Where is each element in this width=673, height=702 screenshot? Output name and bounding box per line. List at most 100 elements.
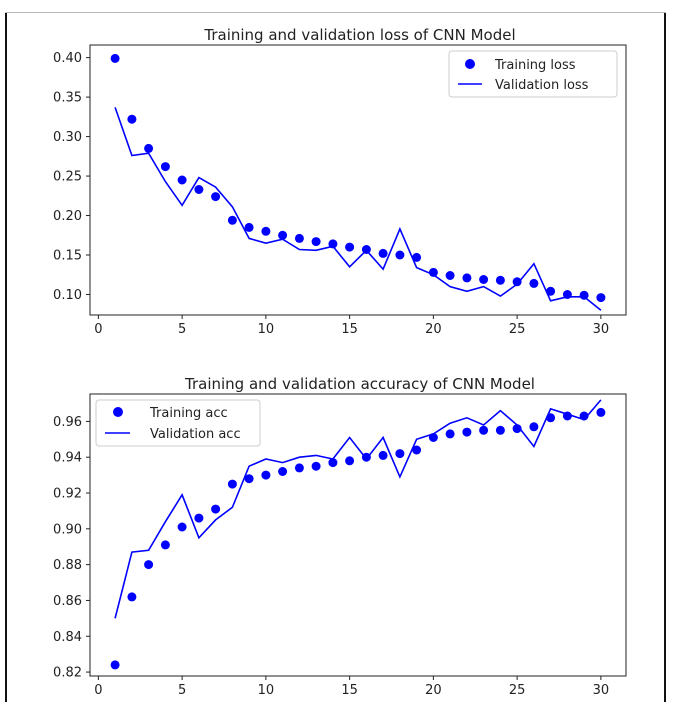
accuracy-training-point <box>378 450 388 460</box>
loss-training-point <box>311 237 321 247</box>
frame-top-border <box>5 12 666 13</box>
loss-training-point <box>261 226 271 236</box>
accuracy-legend: Training acc Validation acc <box>95 399 261 447</box>
loss-legend-label-validation: Validation loss <box>495 78 589 93</box>
accuracy-x-tick-label: 30 <box>593 683 610 698</box>
loss-training-point <box>512 277 522 287</box>
accuracy-training-point <box>445 429 455 439</box>
loss-y-tick-label: 0.20 <box>53 209 82 224</box>
accuracy-training-point <box>596 407 606 417</box>
accuracy-y-tick-label: 0.84 <box>53 630 82 645</box>
loss-legend-label-training: Training loss <box>494 58 576 73</box>
loss-training-point <box>144 143 154 153</box>
accuracy-training-point <box>345 456 355 466</box>
accuracy-training-point <box>261 470 271 480</box>
accuracy-training-point <box>328 458 338 468</box>
loss-training-point <box>529 278 539 288</box>
accuracy-training-point <box>395 449 405 459</box>
loss-training-point <box>428 267 438 277</box>
loss-training-point <box>596 293 606 303</box>
accuracy-training-point <box>562 411 572 421</box>
accuracy-training-point <box>512 424 522 434</box>
accuracy-legend-box <box>95 399 261 447</box>
loss-training-point <box>562 290 572 299</box>
loss-x-tick-label: 25 <box>509 322 526 337</box>
loss-training-point <box>495 275 505 285</box>
accuracy-legend-dot-marker <box>113 407 123 417</box>
loss-training-point <box>278 230 288 240</box>
loss-legend-dot-marker <box>465 59 475 69</box>
loss-training-point <box>546 286 556 296</box>
loss-x-tick-label: 5 <box>178 322 186 337</box>
loss-legend-box <box>448 50 618 98</box>
accuracy-training-point <box>294 463 304 473</box>
loss-training-point <box>194 185 204 194</box>
accuracy-y-tick-label: 0.94 <box>53 451 82 466</box>
loss-x-tick-label: 10 <box>258 322 275 337</box>
accuracy-training-point <box>194 513 204 523</box>
accuracy-x-tick-label: 15 <box>341 683 358 698</box>
accuracy-training-point <box>361 452 371 462</box>
loss-training-point <box>127 114 137 124</box>
accuracy-training-point <box>462 427 472 437</box>
loss-validation-line <box>114 107 602 311</box>
accuracy-training-point <box>495 425 505 435</box>
loss-training-point <box>110 53 120 63</box>
loss-chart: Training and validation loss of CNN Mode… <box>53 26 627 337</box>
loss-training-point <box>579 290 589 300</box>
accuracy-chart: Training and validation accuracy of CNN … <box>53 375 627 698</box>
loss-y-tick-label: 0.25 <box>53 170 82 185</box>
loss-plot-area <box>89 44 627 316</box>
accuracy-plot-area <box>89 393 627 677</box>
loss-series <box>110 53 606 311</box>
accuracy-legend-label-training: Training acc <box>149 406 228 421</box>
accuracy-training-point <box>211 504 221 514</box>
accuracy-training-point <box>227 479 237 489</box>
accuracy-y-tick-label: 0.90 <box>53 522 82 537</box>
frame-left-border <box>5 12 7 702</box>
accuracy-x-tick-label: 5 <box>178 683 186 698</box>
loss-training-point <box>378 248 388 258</box>
accuracy-training-point <box>479 425 489 435</box>
accuracy-x-tick-label: 25 <box>509 683 526 698</box>
accuracy-training-point <box>579 411 589 421</box>
loss-training-point <box>345 242 355 252</box>
loss-axis-ticks: 0 5 10 15 20 25 30 0.10 0.15 0.20 0.25 0.30 0.35 0.40 <box>53 51 609 337</box>
loss-training-point <box>479 275 489 284</box>
accuracy-training-point <box>127 592 137 602</box>
loss-x-tick-label: 15 <box>341 322 358 337</box>
loss-chart-title: Training and validation loss of CNN Mode… <box>203 26 515 44</box>
accuracy-training-point <box>278 467 288 476</box>
loss-training-point <box>244 222 254 232</box>
loss-y-tick-label: 0.35 <box>53 91 82 106</box>
accuracy-training-point <box>244 474 254 484</box>
loss-x-tick-label: 20 <box>425 322 442 337</box>
accuracy-training-point <box>311 461 321 471</box>
accuracy-training-point <box>144 560 154 570</box>
accuracy-series <box>110 399 606 670</box>
loss-y-tick-label: 0.30 <box>53 130 82 145</box>
accuracy-y-tick-label: 0.92 <box>53 487 82 502</box>
loss-training-point <box>227 215 237 225</box>
accuracy-y-tick-label: 0.96 <box>53 415 82 430</box>
accuracy-legend-label-validation: Validation acc <box>150 427 241 442</box>
loss-training-point <box>328 239 338 249</box>
loss-training-point <box>211 192 221 202</box>
loss-training-point <box>395 250 405 260</box>
accuracy-chart-title: Training and validation accuracy of CNN … <box>184 375 535 393</box>
loss-legend: Training loss Validation loss <box>448 50 618 98</box>
loss-training-point <box>160 162 170 172</box>
accuracy-training-point <box>160 540 170 550</box>
accuracy-axis-ticks: 0 5 10 15 20 25 30 0.82 0.84 0.86 0.88 0.90 0.92 0.94… <box>53 415 609 698</box>
accuracy-training-point <box>412 445 422 455</box>
accuracy-training-point <box>177 522 187 532</box>
accuracy-training-point <box>546 413 556 423</box>
accuracy-y-tick-label: 0.88 <box>53 558 82 573</box>
accuracy-training-point <box>110 660 120 670</box>
loss-x-tick-label: 0 <box>94 322 102 337</box>
accuracy-training-point <box>428 433 438 442</box>
loss-y-tick-label: 0.40 <box>53 51 82 66</box>
loss-training-point <box>177 175 187 185</box>
